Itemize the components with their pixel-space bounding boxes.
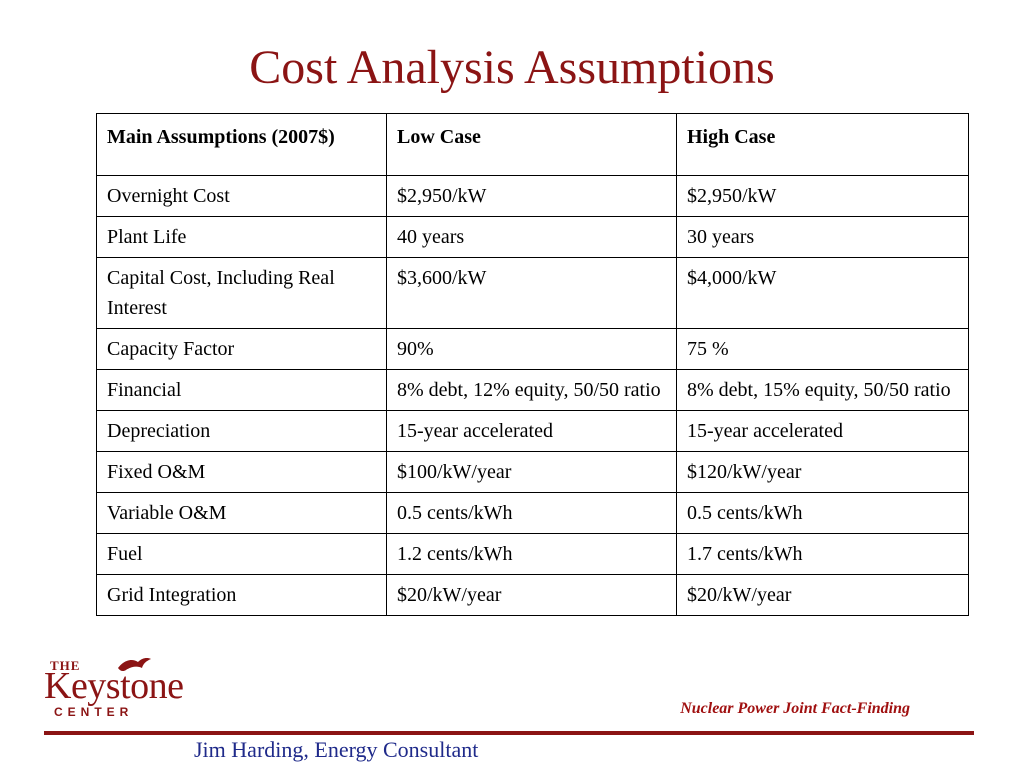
table-cell: 8% debt, 15% equity, 50/50 ratio: [676, 369, 969, 411]
table-cell: 15-year accelerated: [676, 410, 969, 452]
table-cell: 40 years: [386, 216, 677, 258]
table-cell: 15-year accelerated: [386, 410, 677, 452]
table-cell: Variable O&M: [96, 492, 387, 534]
table-header-row: Main Assumptions (2007$) Low Case High C…: [96, 113, 969, 176]
logo-the-text: THE: [50, 658, 81, 673]
assumptions-table-container: Main Assumptions (2007$) Low Case High C…: [96, 113, 969, 616]
table-cell: Plant Life: [96, 216, 387, 258]
bird-icon: [118, 658, 151, 672]
table-cell: 75 %: [676, 328, 969, 370]
table-cell: 0.5 cents/kWh: [676, 492, 969, 534]
table-cell: Fixed O&M: [96, 451, 387, 493]
table-cell: 8% debt, 12% equity, 50/50 ratio: [386, 369, 677, 411]
keystone-center-logo: THE Keystone CENTER: [44, 652, 194, 722]
table-cell: Capital Cost, Including Real Interest: [96, 257, 387, 329]
logo-name-text: Keystone: [44, 665, 184, 707]
table-row: Variable O&M 0.5 cents/kWh 0.5 cents/kWh: [96, 492, 969, 534]
column-header: Main Assumptions (2007$): [96, 113, 387, 176]
table-row: Capacity Factor 90% 75 %: [96, 328, 969, 370]
table-cell: 1.7 cents/kWh: [676, 533, 969, 575]
table-cell: Financial: [96, 369, 387, 411]
table-row: Depreciation 15-year accelerated 15-year…: [96, 410, 969, 452]
table-cell: $20/kW/year: [386, 574, 677, 616]
column-header: Low Case: [386, 113, 677, 176]
table-cell: 90%: [386, 328, 677, 370]
footer-divider: [44, 731, 974, 735]
table-row: Financial 8% debt, 12% equity, 50/50 rat…: [96, 369, 969, 411]
column-header: High Case: [676, 113, 969, 176]
table-cell: $100/kW/year: [386, 451, 677, 493]
table-cell: Overnight Cost: [96, 175, 387, 217]
presenter-name: Jim Harding, Energy Consultant: [194, 737, 479, 762]
table-cell: $2,950/kW: [676, 175, 969, 217]
table-cell: Fuel: [96, 533, 387, 575]
table-cell: 0.5 cents/kWh: [386, 492, 677, 534]
table-cell: $120/kW/year: [676, 451, 969, 493]
table-row: Grid Integration $20/kW/year $20/kW/year: [96, 574, 969, 616]
table-row: Fuel 1.2 cents/kWh 1.7 cents/kWh: [96, 533, 969, 575]
table-cell: 30 years: [676, 216, 969, 258]
table-cell: Depreciation: [96, 410, 387, 452]
table-cell: $3,600/kW: [386, 257, 677, 329]
table-cell: $2,950/kW: [386, 175, 677, 217]
table-row: Capital Cost, Including Real Interest $3…: [96, 257, 969, 329]
table-cell: $4,000/kW: [676, 257, 969, 329]
table-cell: Capacity Factor: [96, 328, 387, 370]
table-row: Fixed O&M $100/kW/year $120/kW/year: [96, 451, 969, 493]
table-cell: $20/kW/year: [676, 574, 969, 616]
table-row: Plant Life 40 years 30 years: [96, 216, 969, 258]
logo-center-text: CENTER: [54, 705, 134, 719]
table-row: Overnight Cost $2,950/kW $2,950/kW: [96, 175, 969, 217]
table-cell: 1.2 cents/kWh: [386, 533, 677, 575]
project-name: Nuclear Power Joint Fact-Finding: [680, 700, 910, 717]
page-title: Cost Analysis Assumptions: [249, 41, 775, 94]
table-cell: Grid Integration: [96, 574, 387, 616]
assumptions-table: Main Assumptions (2007$) Low Case High C…: [96, 113, 969, 616]
